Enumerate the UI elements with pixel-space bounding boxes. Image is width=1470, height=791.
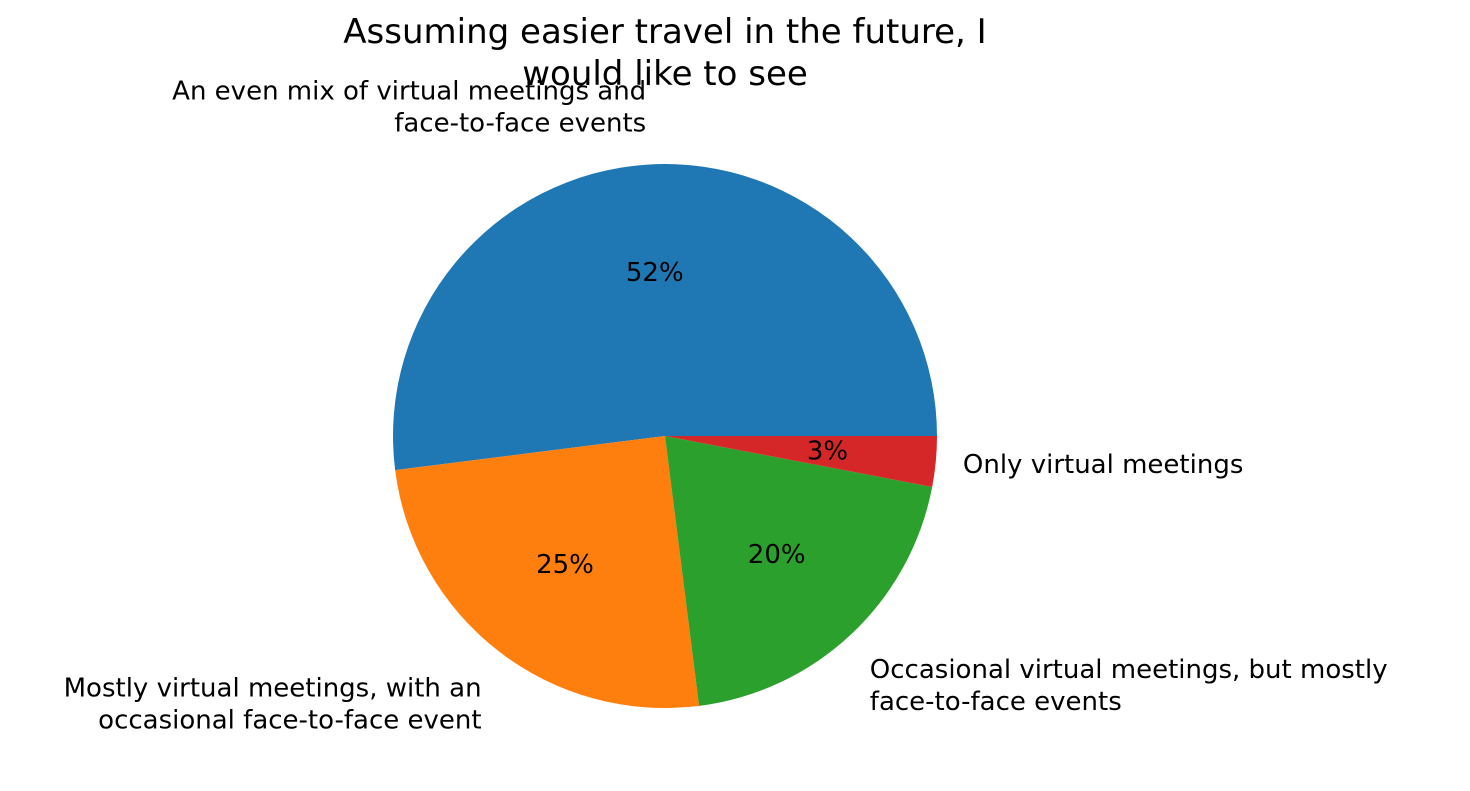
pie-slice-4 — [665, 436, 937, 487]
pie-category-label-3-line-2: face-to-face events — [870, 687, 1122, 717]
pie-category-label-1-line-2: face-to-face events — [394, 108, 646, 138]
pie-percent-label-3: 20% — [748, 540, 806, 570]
pie-category-label-4-line-1: Only virtual meetings — [963, 450, 1243, 480]
pie-category-labels: An even mix of virtual meetings and face-… — [64, 76, 1388, 735]
pie-category-label-3-line-1: Occasional virtual meetings, but mostly — [870, 655, 1388, 685]
pie-slices — [393, 164, 937, 709]
pie-category-label-1: An even mix of virtual meetings and face-… — [172, 76, 646, 138]
pie-percent-label-4: 3% — [807, 436, 848, 466]
chart-title: Assuming easier travel in the future, I … — [343, 12, 986, 94]
pie-slice-1 — [393, 164, 937, 471]
pie-category-label-2-line-2: occasional face-to-face event — [98, 705, 481, 735]
pie-category-label-2-line-1: Mostly virtual meetings, with an — [64, 673, 482, 703]
chart-title-line-1: Assuming easier travel in the future, I — [343, 12, 986, 52]
pie-category-label-2: Mostly virtual meetings, with an occasion… — [64, 673, 482, 735]
pie-category-label-3: Occasional virtual meetings, but mostly f… — [870, 655, 1388, 717]
pie-percent-label-2: 25% — [536, 550, 594, 580]
pie-percent-labels: 52% 25% 20% 3% — [536, 258, 848, 580]
pie-category-label-1-line-1: An even mix of virtual meetings and — [172, 76, 646, 106]
pie-percent-label-1: 52% — [626, 258, 684, 288]
pie-slice-2 — [395, 436, 700, 709]
pie-category-label-4: Only virtual meetings — [963, 450, 1243, 480]
chart-title-line-2: would like to see — [522, 54, 808, 94]
pie-slice-3 — [665, 436, 933, 706]
